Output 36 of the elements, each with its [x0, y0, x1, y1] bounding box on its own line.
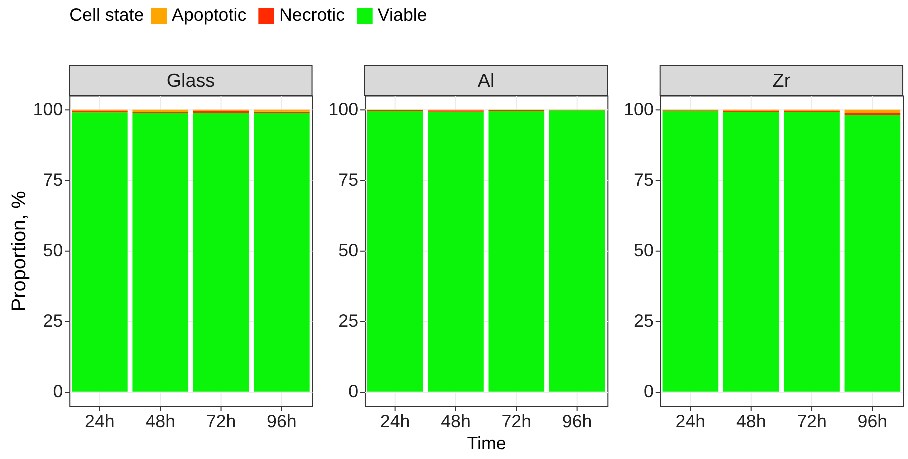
- x-tick-label: 48h: [146, 411, 176, 432]
- x-tick-label: 72h: [206, 411, 236, 432]
- x-tick-label: 96h: [562, 411, 592, 432]
- y-tick-label: 25: [634, 310, 654, 331]
- y-tick-label: 0: [53, 381, 64, 402]
- x-axis-title: Time: [467, 433, 506, 454]
- y-tick-label: 0: [348, 381, 359, 402]
- x-tick-label: 72h: [797, 411, 827, 432]
- legend-label: Viable: [378, 5, 428, 26]
- legend-label: Necrotic: [279, 5, 346, 26]
- x-tick-label: 24h: [380, 411, 410, 432]
- y-tick-label: 25: [43, 310, 64, 331]
- y-tick-label: 25: [338, 310, 359, 331]
- chart-title: Al: [478, 70, 495, 92]
- x-tick-label: 24h: [676, 411, 706, 432]
- y-tick-label: 100: [624, 99, 654, 120]
- x-tick-label: 48h: [441, 411, 471, 432]
- y-axis-title: Proportion, %: [8, 191, 30, 312]
- x-tick-label: 96h: [858, 411, 888, 432]
- x-tick-label: 24h: [85, 411, 115, 432]
- legend-title: Cell state: [70, 5, 144, 26]
- chart-title: Zr: [772, 70, 791, 92]
- y-tick-label: 50: [43, 240, 64, 260]
- chart-title: Glass: [166, 70, 216, 92]
- y-tick-label: 75: [338, 170, 359, 190]
- y-tick-label: 100: [328, 99, 359, 120]
- x-tick-label: 48h: [736, 411, 766, 432]
- y-tick-label: 50: [634, 240, 654, 260]
- x-tick-label: 72h: [502, 411, 532, 432]
- y-tick-label: 50: [338, 240, 359, 260]
- legend-label: Apoptotic: [172, 5, 247, 26]
- y-tick-label: 75: [43, 170, 64, 190]
- y-tick-label: 0: [644, 381, 654, 402]
- y-tick-label: 75: [634, 170, 654, 190]
- x-tick-label: 96h: [267, 411, 297, 432]
- y-tick-label: 100: [33, 99, 64, 120]
